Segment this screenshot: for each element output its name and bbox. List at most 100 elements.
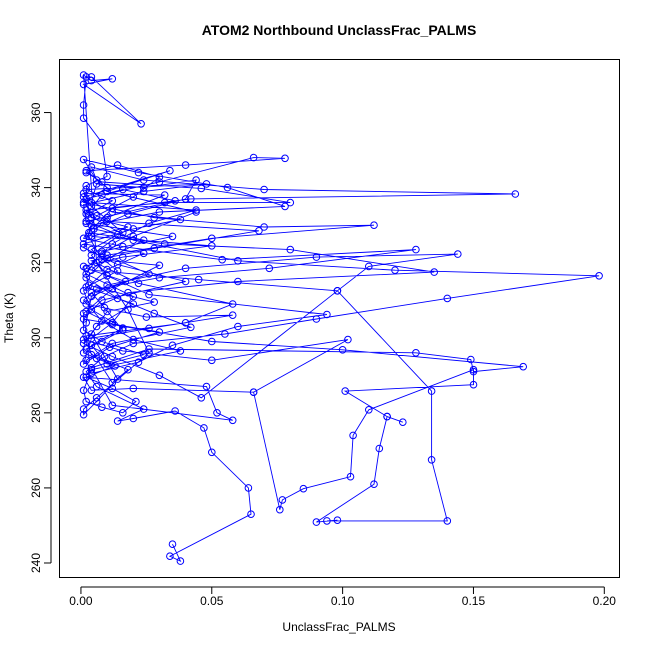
- data-point: [166, 166, 174, 175]
- data-point: [171, 197, 179, 205]
- data-point: [111, 362, 119, 370]
- data-point: [187, 323, 195, 332]
- data-point: [103, 307, 111, 316]
- data-point: [92, 354, 101, 363]
- data-point: [103, 217, 111, 226]
- data-point: [79, 240, 88, 248]
- data-point: [103, 265, 111, 274]
- data-point: [399, 418, 407, 427]
- y-tick-label: 340: [29, 177, 43, 197]
- data-point: [119, 185, 127, 194]
- x-axis-label: UnclassFrac_PALMS: [282, 620, 395, 634]
- data-point: [103, 172, 111, 181]
- data-point: [155, 173, 164, 181]
- data-point: [79, 349, 88, 357]
- data-point: [124, 223, 132, 231]
- data-point: [82, 166, 90, 175]
- y-tick-label: 320: [29, 252, 43, 272]
- data-point: [124, 210, 132, 218]
- data-point: [234, 257, 242, 265]
- data-point: [341, 387, 350, 395]
- data-point: [79, 386, 88, 395]
- data-point: [108, 285, 117, 293]
- data-point: [129, 236, 138, 244]
- data-point: [87, 76, 96, 85]
- data-point: [92, 180, 101, 188]
- data-point: [333, 287, 342, 295]
- data-point: [129, 225, 138, 233]
- data-point: [333, 516, 342, 525]
- data-point: [85, 210, 93, 218]
- data-point: [98, 403, 106, 412]
- data-point: [200, 424, 208, 432]
- data-point: [119, 242, 127, 251]
- data-point: [100, 303, 109, 312]
- data-point: [139, 187, 148, 196]
- data-point: [103, 213, 111, 222]
- data-point: [278, 496, 287, 504]
- data-point: [370, 221, 378, 229]
- data-point: [249, 388, 258, 397]
- data-point: [349, 431, 357, 440]
- data-point: [119, 347, 127, 355]
- data-point: [85, 232, 93, 241]
- data-point: [82, 300, 90, 308]
- data-point: [119, 253, 127, 261]
- data-point: [87, 232, 96, 241]
- data-point: [145, 349, 153, 357]
- data-point: [87, 365, 96, 374]
- data-point: [427, 387, 436, 395]
- data-point: [129, 335, 138, 344]
- data-point: [145, 345, 153, 353]
- data-point: [160, 191, 169, 199]
- y-tick-label: 300: [29, 327, 43, 347]
- x-tick-label: 0.05: [200, 594, 224, 608]
- data-point: [119, 228, 127, 237]
- data-point: [82, 195, 90, 203]
- data-point: [82, 264, 90, 273]
- data-point: [87, 288, 96, 297]
- data-point: [87, 245, 96, 254]
- data-point: [208, 242, 216, 250]
- data-point: [139, 249, 148, 258]
- data-point: [82, 185, 90, 194]
- data-point: [155, 178, 164, 186]
- data-point: [139, 405, 148, 413]
- data-point: [82, 283, 90, 291]
- data-point: [108, 384, 117, 393]
- data-point: [412, 349, 420, 357]
- data-point: [139, 350, 148, 359]
- data-point: [87, 73, 96, 81]
- data-point: [134, 358, 143, 367]
- data-point: [511, 190, 520, 198]
- y-tick-label: 280: [29, 403, 43, 423]
- data-point: [121, 277, 130, 286]
- x-tick-label: 0.15: [462, 594, 486, 608]
- data-point: [142, 313, 151, 321]
- data-point: [124, 305, 132, 314]
- data-point: [92, 322, 101, 331]
- data-point: [105, 343, 114, 352]
- data-point: [87, 305, 96, 314]
- data-point: [87, 364, 96, 372]
- data-point: [108, 197, 117, 205]
- data-point: [134, 168, 143, 177]
- data-point: [79, 243, 88, 252]
- data-point: [113, 267, 122, 275]
- data-point: [139, 236, 148, 244]
- x-tick-label: 0.10: [331, 594, 355, 608]
- data-point: [129, 414, 138, 423]
- data-point: [82, 319, 90, 327]
- data-point: [103, 255, 111, 263]
- data-point: [98, 178, 106, 186]
- data-point: [427, 456, 436, 464]
- data-point: [312, 518, 321, 526]
- data-point: [208, 356, 216, 365]
- data-point: [168, 540, 177, 549]
- data-point: [249, 153, 258, 162]
- data-point: [150, 298, 158, 306]
- data-point: [82, 373, 90, 382]
- data-point: [228, 300, 237, 308]
- data-point: [181, 277, 190, 286]
